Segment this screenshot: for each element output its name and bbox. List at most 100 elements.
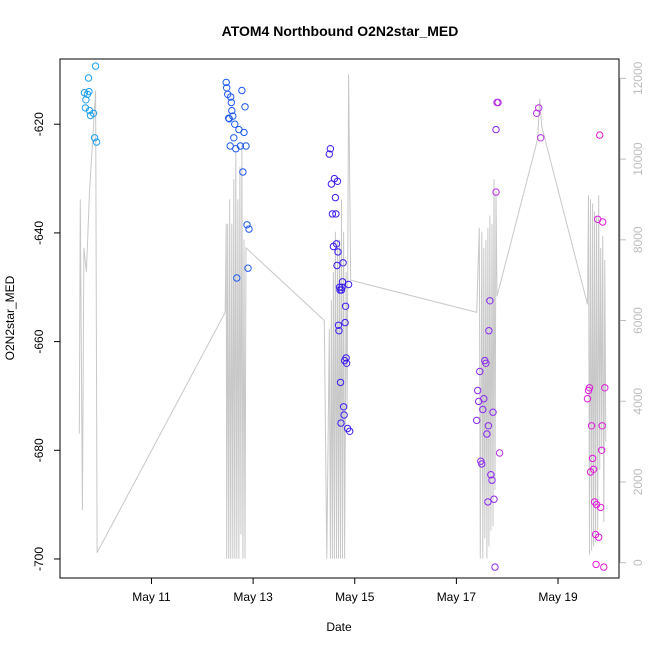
data-point [233, 274, 241, 282]
data-point [487, 471, 495, 479]
data-point [340, 411, 348, 419]
y2-tick-label: 2000 [631, 468, 645, 495]
secondary-trace-lines [78, 74, 607, 559]
data-point [589, 465, 598, 473]
y-axis-label: O2N2star_MED [3, 275, 17, 360]
x-tick-label: May 19 [538, 590, 578, 604]
data-point [601, 384, 609, 392]
data-point [337, 419, 345, 427]
data-point [598, 422, 606, 430]
data-point [334, 321, 343, 329]
y-axis: -620 -640 -660 -680 -700 [32, 112, 60, 571]
data-point [479, 405, 487, 414]
x-axis: May 11 May 13 May 15 May 17 May 19 [132, 578, 578, 604]
y-tick-label: -680 [32, 438, 46, 462]
y-tick-label: -640 [32, 221, 46, 245]
data-point [332, 210, 340, 218]
data-point [243, 221, 251, 229]
data-point [587, 422, 596, 430]
data-point [489, 408, 497, 416]
data-point [222, 78, 230, 87]
data-point [334, 248, 342, 256]
data-point [227, 98, 236, 107]
data-point [231, 120, 239, 128]
data-point [331, 193, 340, 202]
data-point [344, 280, 353, 289]
data-point [230, 134, 238, 142]
data-point [490, 495, 498, 503]
data-point [478, 460, 486, 468]
data-points [80, 62, 609, 571]
data-point [488, 476, 496, 484]
data-point [339, 259, 347, 267]
data-point [495, 449, 504, 457]
y2-tick-label: 0 [631, 559, 645, 566]
data-point [333, 177, 342, 186]
y2-tick-label: 6000 [631, 307, 645, 334]
data-point [239, 168, 247, 176]
data-point [598, 446, 606, 454]
data-point [485, 327, 493, 335]
data-point [92, 138, 101, 146]
data-point [585, 384, 594, 392]
data-point [245, 225, 253, 233]
chart-title: ATOM4 Northbound O2N2star_MED [222, 23, 459, 39]
data-point [476, 367, 484, 376]
data-point [242, 142, 250, 150]
data-point [588, 454, 597, 463]
data-point [342, 354, 350, 362]
y-tick-label: -700 [32, 547, 46, 571]
data-point [244, 264, 252, 272]
data-point [84, 74, 93, 82]
data-point [336, 378, 345, 387]
y2-axis: 0 2000 4000 6000 8000 10000 12000 [619, 61, 645, 566]
data-point [328, 210, 337, 218]
data-point [333, 261, 341, 270]
data-point [537, 134, 545, 142]
data-point [236, 142, 245, 150]
data-point [483, 430, 491, 438]
data-point [337, 286, 346, 294]
data-point [82, 96, 90, 104]
x-tick-label: May 15 [335, 590, 375, 604]
data-point [484, 422, 493, 430]
data-point [241, 103, 249, 111]
y2-tick-label: 12000 [631, 61, 645, 95]
data-point [228, 106, 236, 115]
secondary-trace [78, 74, 607, 559]
data-point [480, 395, 488, 403]
data-point [491, 563, 499, 571]
data-point [346, 427, 354, 435]
data-point [592, 560, 600, 569]
data-point [492, 188, 500, 196]
y-tick-label: -620 [32, 112, 46, 136]
data-point [595, 533, 603, 541]
y-tick-label: -660 [32, 329, 46, 353]
data-point [597, 503, 605, 512]
data-point [339, 403, 348, 411]
data-point [240, 128, 248, 137]
data-point [474, 386, 482, 395]
data-point [484, 498, 492, 506]
data-point [227, 93, 235, 101]
y2-tick-label: 8000 [631, 226, 645, 253]
data-point [332, 240, 341, 248]
data-point [596, 131, 604, 139]
data-point [600, 563, 608, 571]
data-point [342, 359, 351, 367]
data-point [335, 327, 343, 335]
y2-tick-label: 4000 [631, 388, 645, 415]
x-tick-label: May 13 [233, 590, 273, 604]
data-point [473, 416, 481, 425]
data-point [338, 278, 347, 286]
data-point [229, 112, 237, 120]
data-point [535, 104, 543, 112]
data-point [599, 218, 607, 226]
data-point [326, 145, 335, 153]
data-point [338, 283, 346, 291]
data-point [325, 150, 333, 158]
data-point [91, 62, 100, 70]
data-point [89, 109, 98, 118]
data-point [482, 359, 490, 367]
